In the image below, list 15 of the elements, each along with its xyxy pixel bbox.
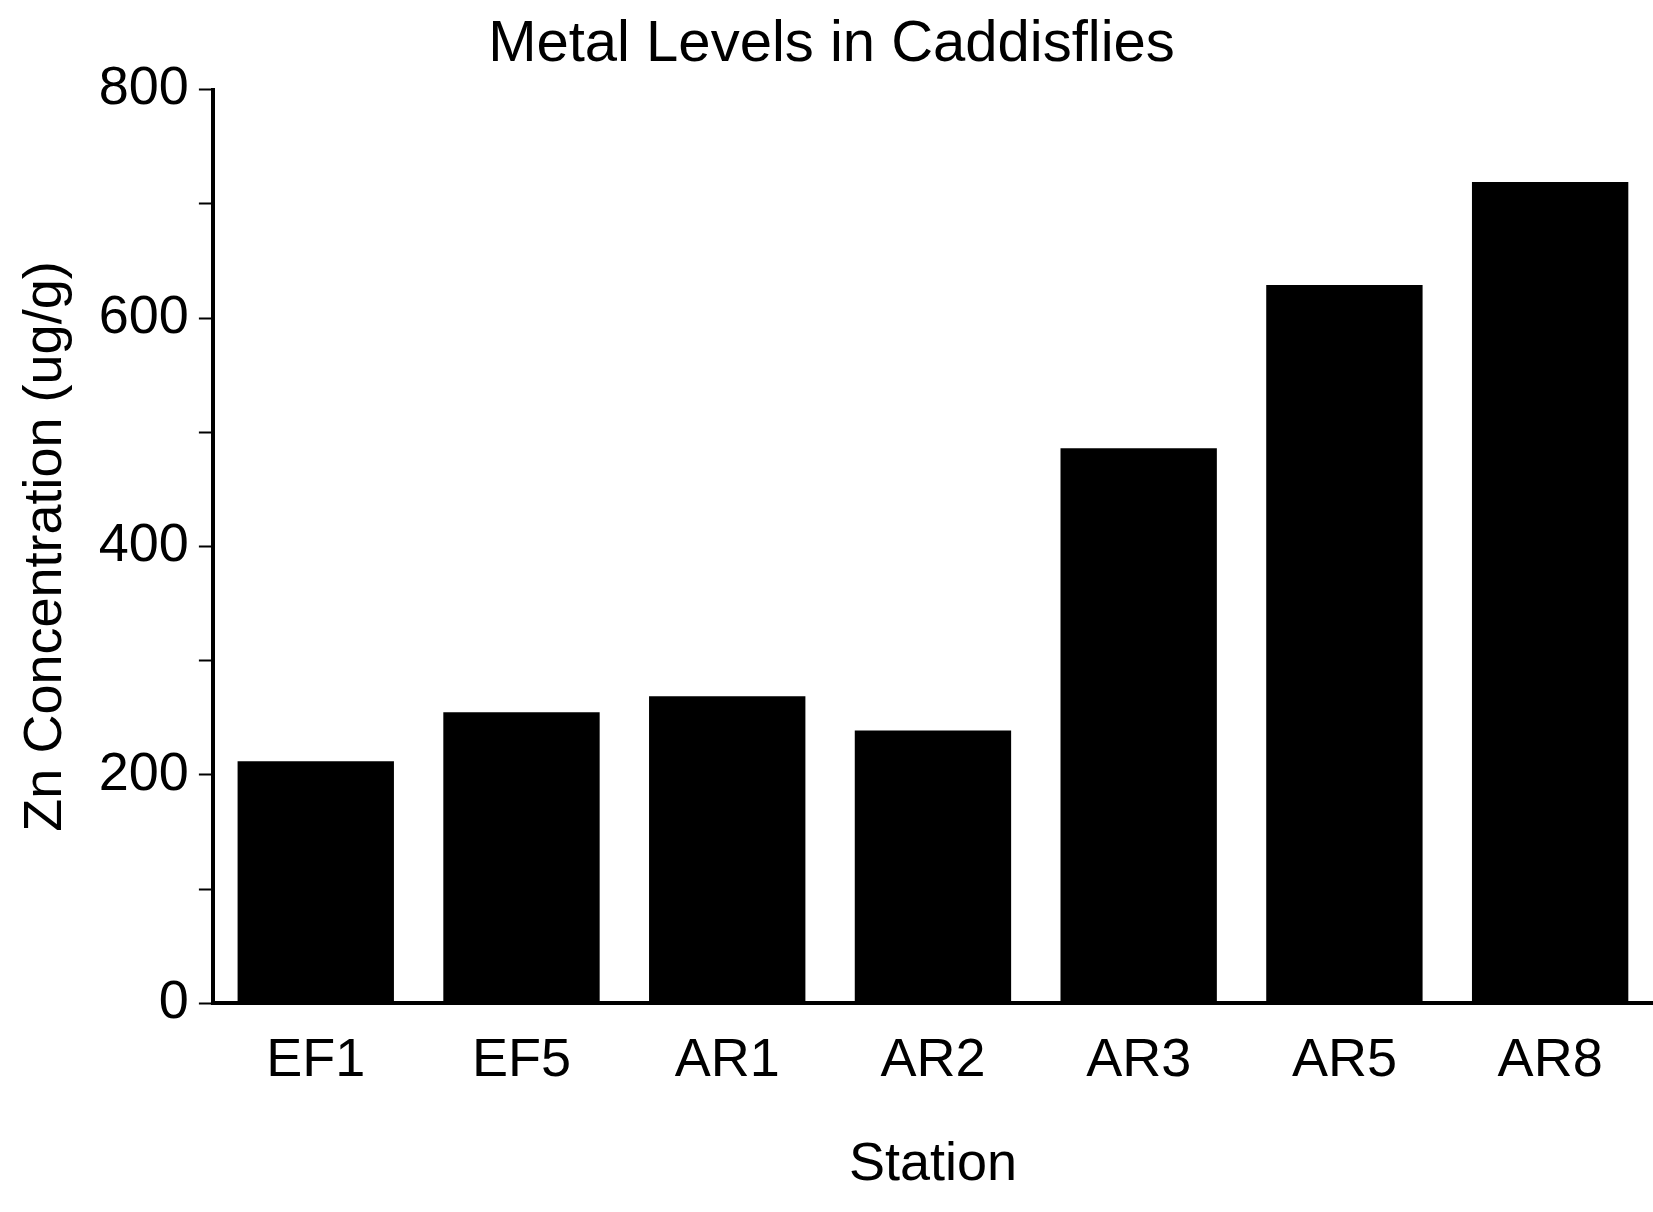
y-tick-label: 600 [98, 283, 189, 344]
x-tick-label: AR5 [1291, 1026, 1397, 1087]
y-tick-label: 0 [158, 969, 189, 1030]
x-tick-label: AR2 [880, 1026, 986, 1087]
y-tick-label: 400 [98, 512, 189, 573]
y-tick-label: 800 [98, 55, 189, 116]
chart-title: Metal Levels in Caddisflies [488, 7, 1175, 73]
x-tick-label: AR8 [1497, 1026, 1603, 1087]
y-axis-title: Zn Concentration (ug/g) [12, 261, 73, 832]
x-tick-label: AR3 [1086, 1026, 1192, 1087]
y-tick-label: 200 [98, 740, 189, 801]
x-axis-title: Station [848, 1131, 1018, 1192]
x-tick-label: EF1 [266, 1026, 366, 1087]
x-tick-label: EF5 [471, 1026, 572, 1087]
x-tick-label: AR1 [674, 1026, 780, 1087]
